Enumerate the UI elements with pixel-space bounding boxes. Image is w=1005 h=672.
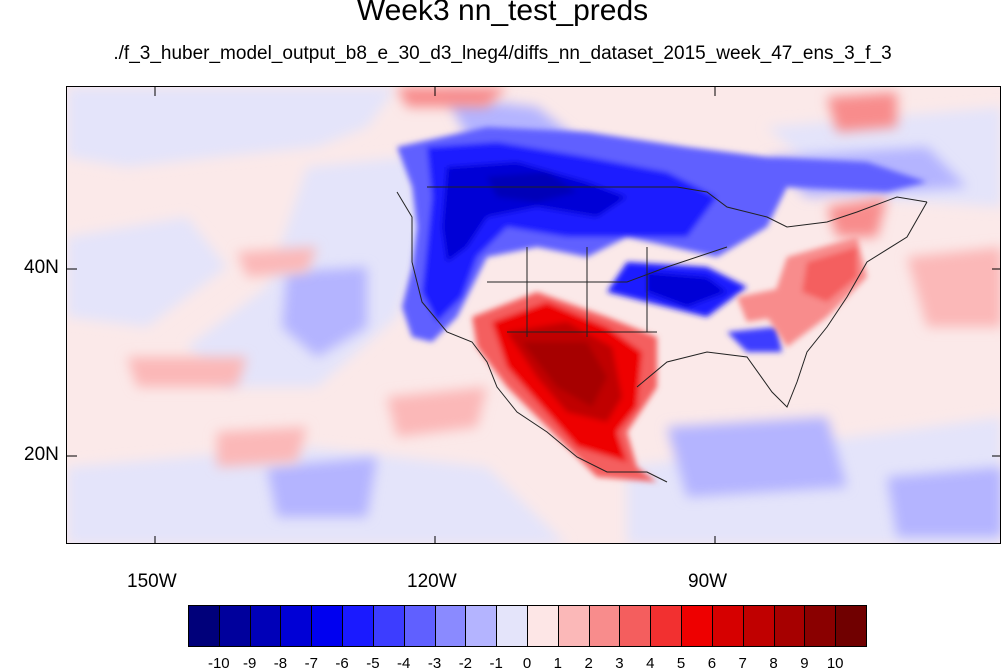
colorbar-cell	[465, 605, 498, 647]
colorbar-label: -6	[335, 655, 349, 672]
graticule-ticks	[67, 87, 1000, 543]
field-red-mexico	[472, 292, 657, 482]
colorbar-label: -4	[397, 655, 411, 672]
colorbar-cell	[588, 605, 621, 647]
colorbar-cell	[804, 605, 837, 647]
colorbar-label: 7	[738, 655, 747, 672]
lon-label-120w: 120W	[407, 571, 457, 592]
colorbar-cell	[372, 605, 405, 647]
colorbar-cell	[773, 605, 806, 647]
colorbar-cell	[681, 605, 713, 647]
colorbar-cell	[403, 605, 436, 647]
lon-label-150w: 150W	[127, 571, 177, 592]
colorbar-cell	[249, 605, 282, 647]
colorbar-label: 8	[769, 655, 778, 672]
colorbar-cell	[557, 605, 590, 647]
colorbar-label: -2	[458, 655, 473, 672]
colorbar	[188, 605, 867, 647]
coastlines	[396, 186, 928, 483]
colorbar-cell	[742, 605, 775, 647]
colorbar-cell	[434, 605, 467, 647]
colorbar-cell	[711, 605, 744, 647]
colorbar-cell	[342, 605, 374, 647]
colorbar-cell	[527, 605, 559, 647]
colorbar-label: 2	[584, 655, 593, 672]
colorbar-label: 10	[826, 655, 844, 672]
colorbar-label: 5	[676, 655, 686, 672]
colorbar-label: -7	[304, 655, 318, 672]
colorbar-cell	[280, 605, 313, 647]
map-svg	[67, 87, 1000, 543]
colorbar-label: -10	[207, 655, 230, 672]
map-title: Week3 nn_test_preds	[356, 0, 649, 27]
colorbar-cell	[496, 605, 528, 647]
colorbar-label: 6	[707, 655, 717, 672]
colorbar-cell	[311, 605, 344, 647]
colorbar-label: 0	[522, 655, 532, 672]
colorbar-label: 4	[646, 655, 655, 672]
colorbar-label: 9	[800, 655, 809, 672]
colorbar-cell	[650, 605, 683, 647]
lat-label-20n: 20N	[24, 444, 59, 465]
colorbar-cell	[619, 605, 652, 647]
colorbar-cell	[188, 605, 220, 647]
colorbar-label: -5	[366, 655, 380, 672]
colorbar-label: 3	[615, 655, 624, 672]
colorbar-label: -3	[427, 655, 442, 672]
colorbar-label: -1	[489, 655, 503, 672]
colorbar-cell	[218, 605, 251, 647]
lon-label-90w: 90W	[688, 571, 728, 592]
map-panel	[66, 86, 1001, 544]
colorbar-label: -9	[242, 655, 257, 672]
field-red-east	[737, 237, 867, 347]
colorbar-cell	[835, 605, 867, 647]
colorbar-label: -8	[273, 655, 288, 672]
map-subtitle: ./f_3_huber_model_output_b8_e_30_d3_lneg…	[113, 43, 892, 64]
field-light-blue	[267, 97, 1000, 537]
colorbar-label: 1	[553, 655, 562, 672]
field-pink	[127, 87, 1000, 467]
lat-label-40n: 40N	[24, 257, 59, 278]
